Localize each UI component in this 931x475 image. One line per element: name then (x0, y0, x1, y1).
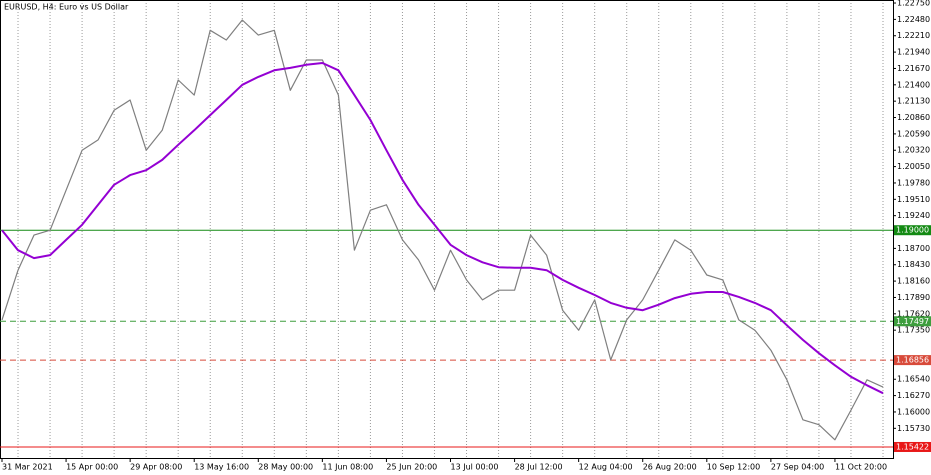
level-label: 1.16856 (896, 356, 929, 365)
y-tick-label: 1.22750 (897, 0, 930, 8)
y-tick-label: 1.21130 (897, 97, 930, 106)
y-tick-label: 1.19510 (897, 195, 930, 204)
y-tick-label: 1.20320 (897, 146, 930, 155)
level-label-box (894, 316, 931, 327)
y-tick-label: 1.18160 (897, 277, 930, 286)
y-tick-label: 1.19780 (897, 178, 930, 187)
x-tick-label: 11 Oct 20:00 (835, 463, 887, 472)
x-tick-label: 28 May 00:00 (258, 463, 313, 472)
y-tick-label: 1.19240 (897, 211, 930, 220)
x-tick-label: 25 Jun 20:00 (386, 463, 437, 472)
y-tick-label: 1.20050 (897, 162, 930, 171)
x-tick-label: 10 Sep 12:00 (707, 463, 760, 472)
x-tick-label: 26 Aug 20:00 (643, 463, 697, 472)
level-label: 1.19000 (896, 226, 929, 235)
y-tick-label: 1.16540 (897, 375, 930, 384)
y-tick-label: 1.22480 (897, 15, 930, 24)
x-tick-label: 12 Aug 04:00 (579, 463, 633, 472)
level-label: 1.15422 (896, 442, 929, 451)
price-line (1, 19, 884, 441)
level-label-box (894, 441, 931, 452)
x-tick-label: 27 Sep 04:00 (771, 463, 824, 472)
level-label-box (894, 355, 931, 366)
x-tick-label: 13 Jul 00:00 (451, 463, 499, 472)
x-tick-label: 31 Mar 2021 (2, 463, 53, 472)
y-tick-label: 1.21400 (897, 80, 930, 89)
y-tick-label: 1.20860 (897, 113, 930, 122)
y-tick-label: 1.21940 (897, 48, 930, 57)
level-label-box (894, 225, 931, 236)
y-tick-label: 1.16270 (897, 391, 930, 400)
x-tick-label: 15 Apr 00:00 (66, 463, 118, 472)
y-tick-label: 1.18430 (897, 260, 930, 269)
x-tick-label: 28 Jul 12:00 (515, 463, 563, 472)
x-tick-label: 13 May 16:00 (194, 463, 249, 472)
y-tick-label: 1.22210 (897, 31, 930, 40)
y-tick-label: 1.17620 (897, 309, 930, 318)
y-tick-label: 1.21670 (897, 64, 930, 73)
x-tick-label: 29 Apr 08:00 (130, 463, 182, 472)
y-tick-label: 1.16000 (897, 407, 930, 416)
y-tick-label: 1.15730 (897, 424, 930, 433)
x-tick-label: 11 Jun 08:00 (322, 463, 373, 472)
moving-average (1, 62, 884, 395)
y-tick-label: 1.20590 (897, 129, 930, 138)
y-tick-label: 1.17350 (897, 326, 930, 335)
y-tick-label: 1.17890 (897, 293, 930, 302)
plot-frame (0, 0, 894, 459)
y-tick-label: 1.18700 (897, 244, 930, 253)
level-label: 1.17497 (896, 317, 929, 326)
chart-title: EURUSD, H4: Euro vs US Dollar (4, 3, 129, 12)
